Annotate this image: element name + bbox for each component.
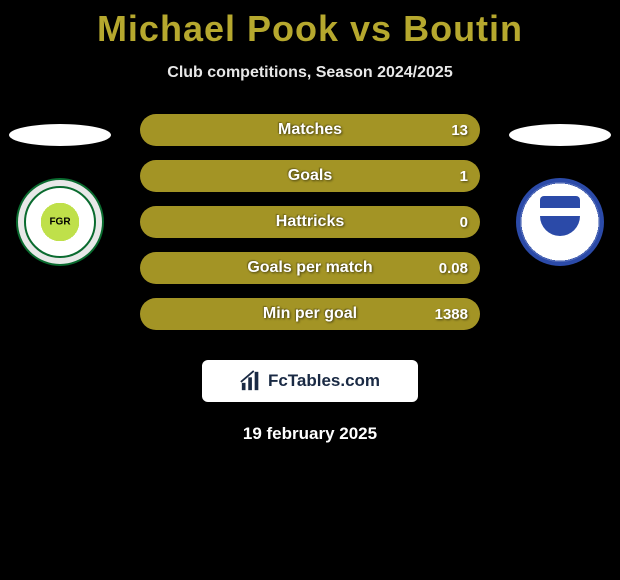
stat-bar-goals-per-match: Goals per match 0.08 (140, 252, 480, 284)
bar-chart-icon (240, 370, 262, 392)
fctables-text: FcTables.com (268, 371, 380, 391)
fctables-logo: FcTables.com (202, 360, 418, 402)
competition-season: Club competitions, Season 2024/2025 (0, 64, 620, 82)
page-title: Michael Pook vs Boutin (0, 0, 620, 50)
eastleigh-fc-crest (516, 178, 604, 266)
stat-label: Matches (278, 121, 342, 139)
player1-photo-placeholder (9, 124, 111, 146)
stat-bar-min-per-goal: Min per goal 1388 (140, 298, 480, 330)
comparison-area: Matches 13 Goals 1 Hattricks 0 Goals per… (0, 114, 620, 330)
left-player-column (0, 114, 120, 266)
report-date: 19 february 2025 (0, 424, 620, 444)
stat-value: 0 (460, 214, 468, 231)
stat-label: Min per goal (263, 305, 357, 323)
stat-value: 1388 (435, 306, 468, 323)
player2-photo-placeholder (509, 124, 611, 146)
stat-value: 13 (451, 122, 468, 139)
stat-label: Goals (288, 167, 332, 185)
forest-green-rovers-crest (16, 178, 104, 266)
player1-name: Michael Pook (97, 8, 339, 49)
stat-bar-goals: Goals 1 (140, 160, 480, 192)
stat-bar-hattricks: Hattricks 0 (140, 206, 480, 238)
stat-value: 0.08 (439, 260, 468, 277)
stat-label: Hattricks (276, 213, 344, 231)
stat-bars-container: Matches 13 Goals 1 Hattricks 0 Goals per… (140, 114, 480, 330)
player2-name: Boutin (403, 8, 523, 49)
right-player-column (500, 114, 620, 266)
stat-value: 1 (460, 168, 468, 185)
vs-text: vs (350, 8, 392, 49)
stat-bar-matches: Matches 13 (140, 114, 480, 146)
stat-label: Goals per match (247, 259, 372, 277)
